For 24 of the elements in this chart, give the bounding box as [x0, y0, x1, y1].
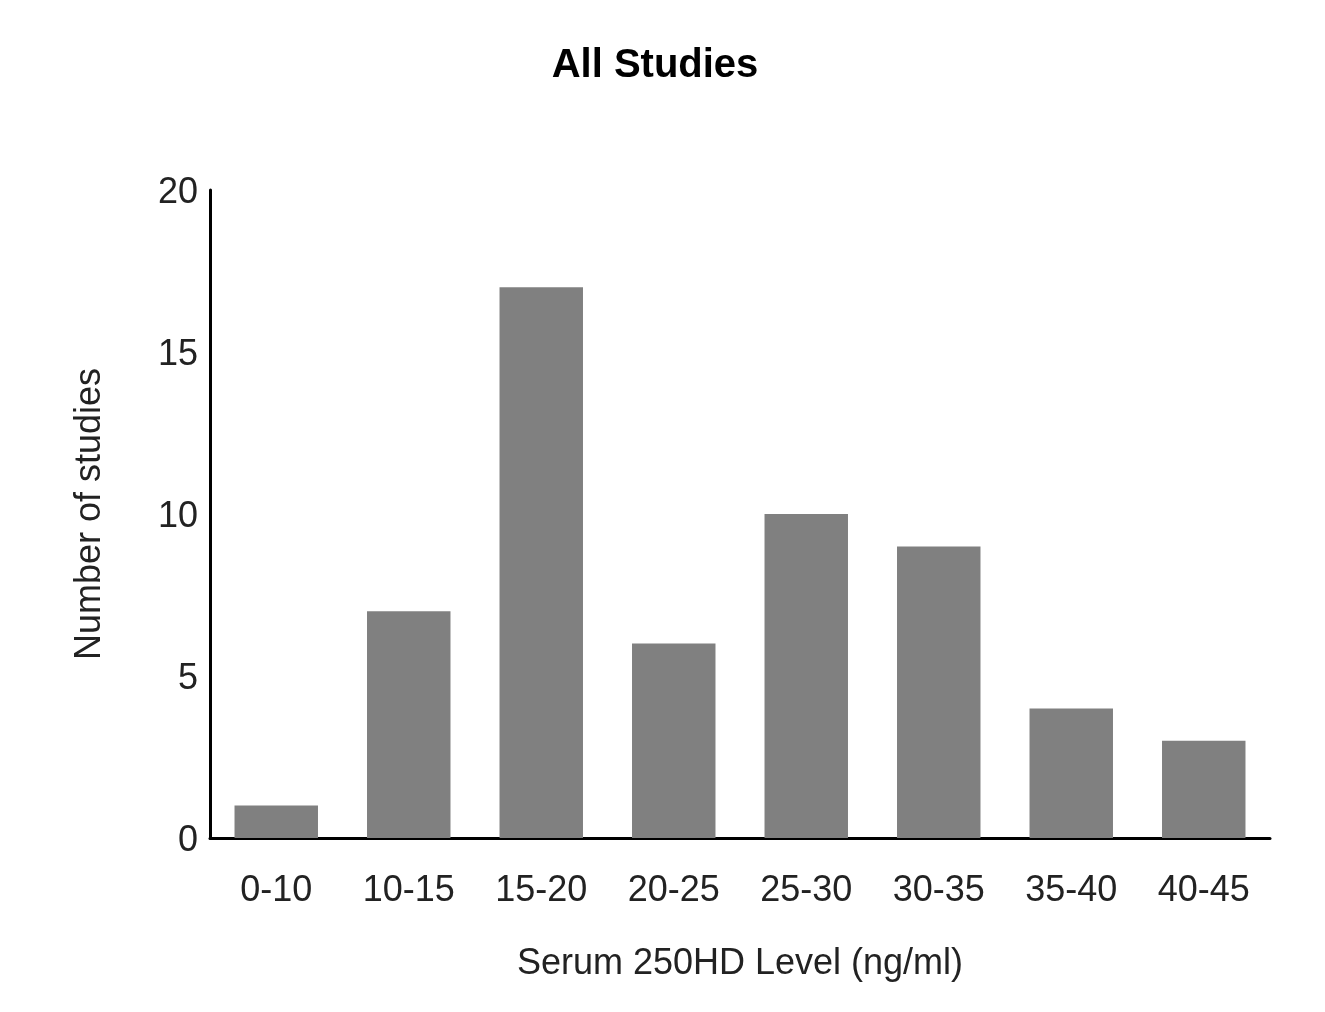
x-tick-label: 30-35 [892, 867, 985, 909]
y-tick-label: 5 [177, 655, 198, 697]
x-tick-label: 25-30 [760, 867, 853, 909]
x-tick-label: 35-40 [1025, 867, 1118, 909]
bar [1029, 708, 1113, 838]
x-tick-label: 10-15 [362, 867, 455, 909]
x-tick-label: 40-45 [1157, 867, 1250, 909]
bar [897, 546, 981, 838]
x-tick-label: 0-10 [240, 867, 313, 909]
bar [234, 805, 318, 838]
x-tick-label: 20-25 [627, 867, 720, 909]
bar [499, 287, 583, 838]
y-tick-label: 15 [157, 331, 198, 373]
y-axis-title: Number of studies [66, 367, 108, 661]
chart-title: All Studies [551, 41, 759, 85]
bar [764, 514, 848, 838]
bar [367, 611, 451, 838]
x-axis-title: Serum 250HD Level (ng/ml) [516, 940, 964, 982]
bar [632, 643, 716, 838]
y-tick-label: 0 [177, 817, 198, 859]
bar [1162, 740, 1246, 838]
y-tick-label: 10 [157, 493, 198, 535]
y-tick-label: 20 [157, 169, 198, 211]
x-tick-label: 15-20 [495, 867, 588, 909]
